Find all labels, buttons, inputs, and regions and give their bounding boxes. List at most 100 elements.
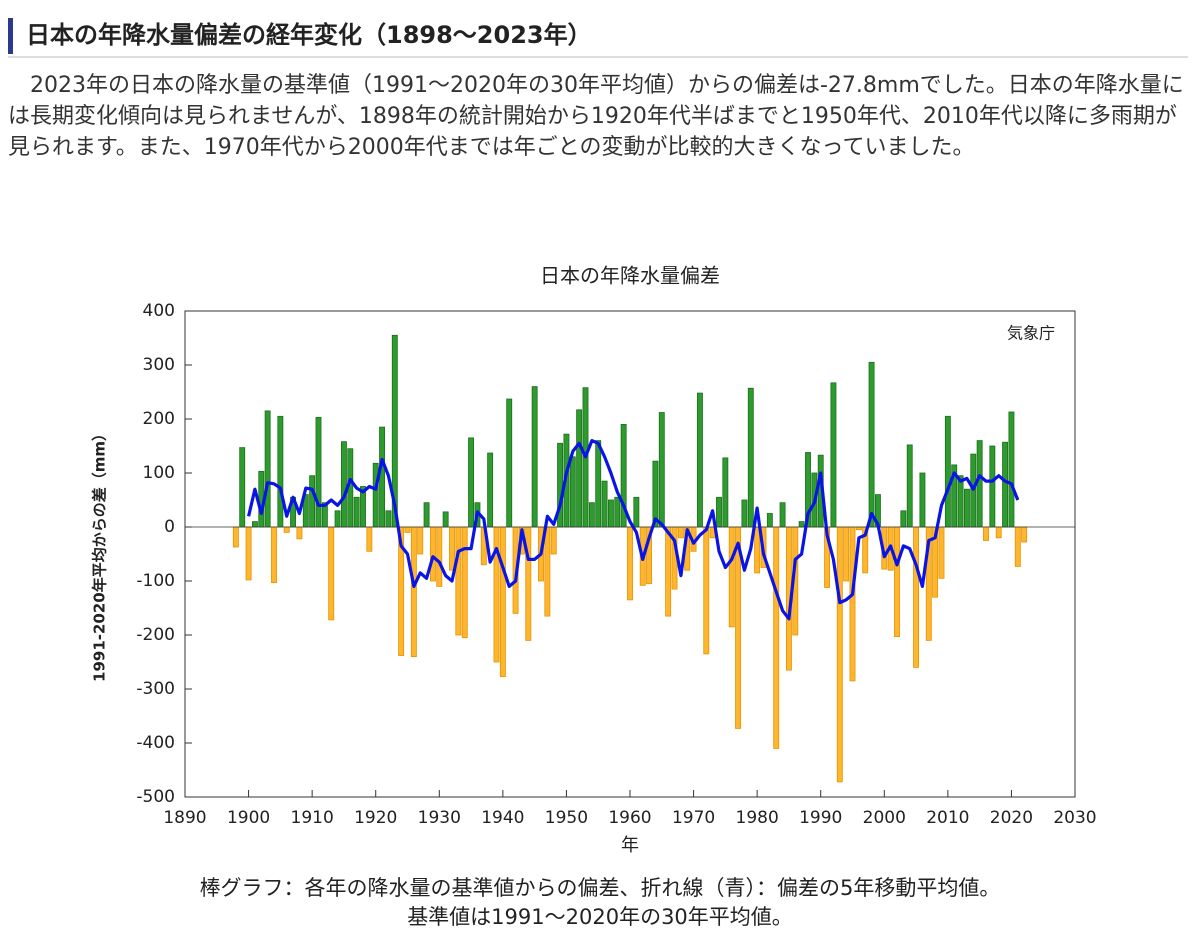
y-tick-label: -500 (136, 787, 175, 807)
y-tick-label: 0 (164, 517, 175, 537)
header: 日本の年降水量偏差の経年変化（1898〜2023年） (8, 16, 1188, 58)
bar (461, 526, 468, 639)
bar (995, 526, 1002, 539)
y-tick-label: -300 (136, 679, 175, 699)
bar (900, 510, 907, 528)
bar (239, 447, 246, 528)
bar (232, 526, 239, 548)
bar (334, 510, 341, 528)
bar (703, 526, 710, 655)
bar (607, 499, 614, 528)
x-tick-label: 1930 (418, 808, 461, 828)
bar (741, 499, 748, 528)
bar (894, 526, 900, 638)
bar (652, 460, 659, 528)
bar (963, 488, 970, 528)
bar (766, 513, 773, 528)
caption: 棒グラフ：各年の降水量の基準値からの偏差、折れ線（青）：偏差の5年移動平均値。 (200, 876, 1001, 900)
bar (531, 386, 538, 528)
bar (633, 496, 640, 528)
bar (283, 526, 290, 533)
bar (436, 526, 443, 587)
bar (716, 496, 722, 528)
bar (855, 526, 862, 531)
bar (944, 415, 951, 528)
bar (728, 526, 735, 628)
chart-title: 日本の年降水量偏差 (540, 264, 720, 288)
bar (677, 526, 684, 539)
bar (1014, 526, 1021, 567)
bar (601, 480, 608, 528)
x-tick-label: 1990 (799, 808, 842, 828)
x-tick-label: 2000 (863, 808, 906, 828)
bar (385, 510, 392, 528)
bar (906, 444, 913, 528)
x-tick-label: 1890 (163, 808, 206, 828)
bar (366, 526, 373, 552)
bar (264, 410, 271, 528)
bar (595, 440, 602, 528)
bar (309, 475, 316, 528)
bar (976, 440, 983, 528)
bar (919, 472, 926, 528)
y-axis-label: 1991-2020年平均からの差（mm） (91, 426, 109, 682)
x-tick-label: 1940 (481, 808, 524, 828)
bar (779, 502, 786, 528)
bar (722, 457, 729, 528)
bar (410, 526, 417, 658)
bar (696, 392, 703, 528)
bar (487, 452, 494, 528)
bar (983, 526, 989, 541)
bar (957, 475, 964, 528)
y-tick-label: -100 (136, 571, 175, 591)
bar (455, 526, 462, 636)
bar (499, 526, 506, 677)
x-tick-label: 1920 (354, 808, 397, 828)
bar (544, 526, 551, 617)
x-tick-label: 1980 (736, 808, 779, 828)
bar (550, 526, 557, 555)
bar (798, 521, 805, 528)
x-tick-label: 1960 (608, 808, 651, 828)
bar (404, 526, 411, 533)
bar (277, 415, 284, 528)
x-tick-label: 1970 (672, 808, 715, 828)
header-title: 日本の年降水量偏差の経年変化（1898〜2023年） (26, 21, 592, 49)
bar (627, 526, 633, 601)
bar (836, 526, 843, 783)
bar (830, 382, 837, 528)
bar (747, 387, 754, 528)
bar (245, 526, 252, 581)
bar (576, 409, 583, 528)
bar (868, 361, 875, 528)
y-tick-label: -200 (136, 625, 175, 645)
bar (989, 445, 996, 528)
x-tick-label: 2020 (990, 808, 1033, 828)
bar (423, 502, 430, 528)
bar (372, 462, 379, 528)
caption: 基準値は1991〜2020年の30年平均値。 (407, 905, 793, 929)
moving-average-line (247, 439, 1020, 621)
bar (1008, 411, 1015, 528)
paragraph: 2023年の日本の降水量の基準値（1991〜2020年の30年平均値）からの偏差… (8, 73, 1184, 160)
bar (843, 526, 850, 582)
bar (1002, 441, 1009, 528)
bar (658, 412, 665, 528)
y-tick-label: -400 (136, 733, 175, 753)
bar (569, 456, 576, 528)
bar (1021, 526, 1028, 543)
x-tick-label: 2010 (926, 808, 969, 828)
bar (665, 526, 672, 617)
bar (913, 526, 920, 668)
bar (442, 511, 449, 528)
bar (340, 441, 347, 528)
bar (849, 526, 856, 682)
bar (429, 526, 436, 582)
bar (315, 416, 322, 528)
y-tick-label: 200 (143, 409, 175, 429)
bar (379, 426, 386, 528)
x-axis-label: 年 (621, 835, 639, 856)
bar (328, 526, 335, 621)
bar (271, 526, 277, 584)
